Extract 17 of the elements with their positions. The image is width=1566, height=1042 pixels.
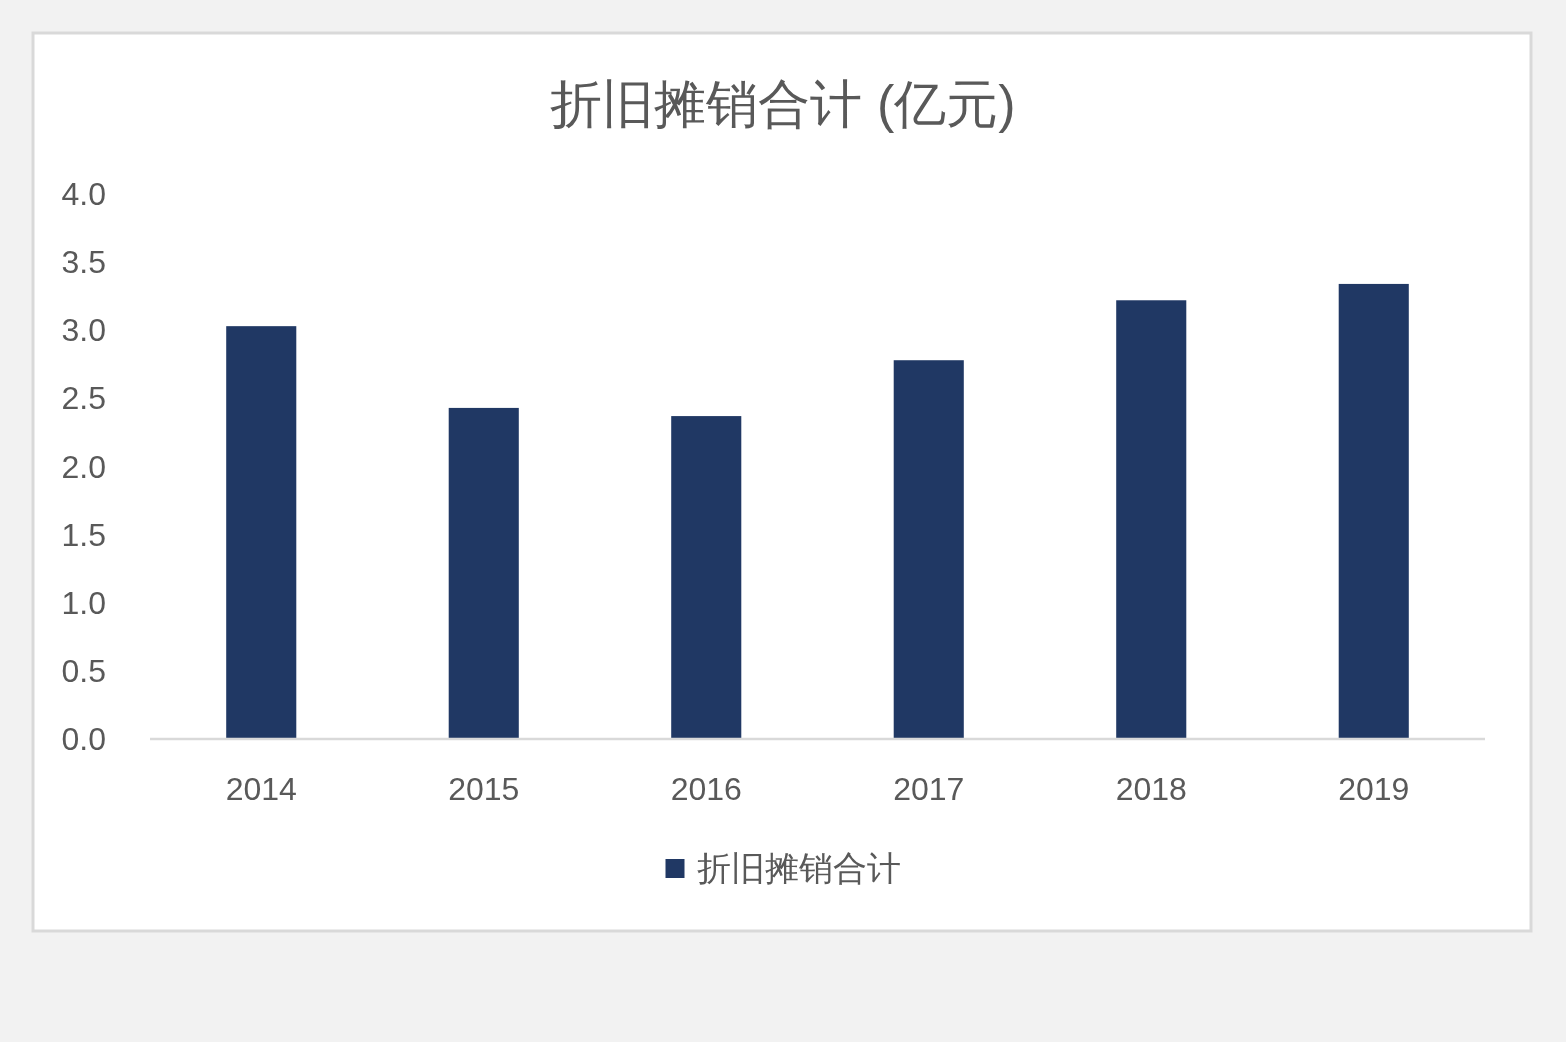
legend-label: 折旧摊销合计 — [696, 849, 901, 887]
x-tick-label: 2016 — [670, 771, 742, 807]
y-tick-label: 2.5 — [61, 380, 106, 417]
y-tick-label: 3.0 — [61, 312, 106, 349]
y-tick-label: 0.0 — [61, 721, 106, 757]
y-tick-label: 4.0 — [61, 176, 106, 212]
x-tick-label: 2017 — [893, 771, 965, 807]
y-tick-label: 2.0 — [61, 448, 106, 485]
x-tick-label: 2015 — [448, 771, 520, 807]
y-tick-label: 0.5 — [61, 652, 106, 689]
x-tick-label: 2018 — [1115, 771, 1187, 807]
title: 折旧摊销合计 (亿元) — [550, 75, 1016, 133]
y-tick-label: 1.5 — [61, 516, 106, 553]
y-tick-label: 1.0 — [61, 584, 106, 621]
x-tick-label: 2019 — [1338, 771, 1410, 807]
y-tick-label: 3.5 — [61, 244, 106, 281]
x-tick-label: 2014 — [225, 771, 297, 807]
